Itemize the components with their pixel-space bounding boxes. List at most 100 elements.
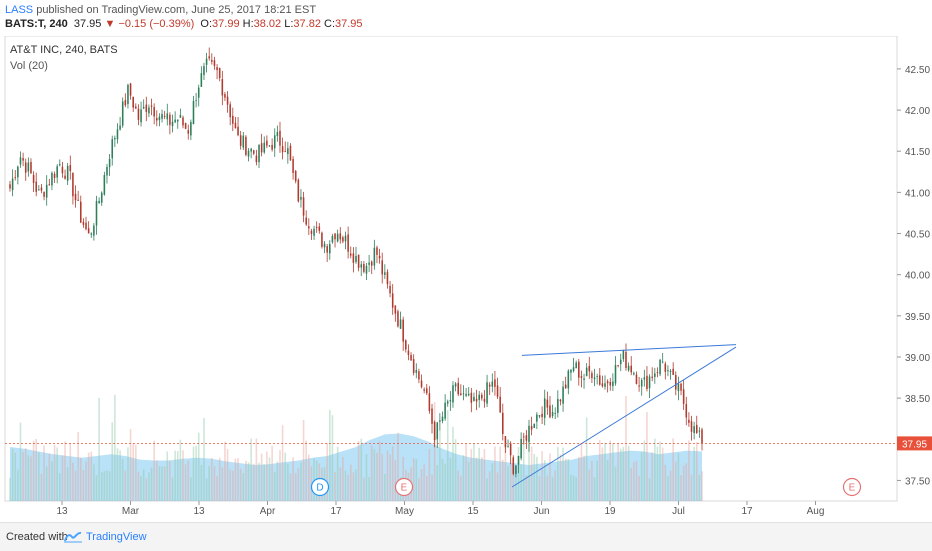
volume-bar (14, 452, 17, 501)
volume-bar (111, 422, 114, 501)
volume-bar (391, 446, 394, 501)
volume-bar (517, 447, 520, 501)
volume-bar (135, 444, 137, 501)
candle-body (22, 158, 24, 161)
volume-bar (423, 464, 425, 501)
volume-bar (187, 460, 190, 501)
candle-body (276, 132, 279, 137)
event-marker-label: D (316, 483, 323, 494)
volume-bar (132, 443, 134, 501)
volume-bar (11, 448, 14, 501)
candle-body (323, 243, 326, 248)
volume-bar (93, 464, 95, 501)
volume-bar (695, 442, 698, 501)
tradingview-brand-link[interactable]: TradingView (86, 531, 147, 543)
volume-bar (119, 450, 121, 501)
volume-bar (211, 457, 213, 501)
candle-body (352, 253, 355, 263)
volume-bar (276, 461, 279, 501)
volume-bar (499, 446, 501, 501)
candle-body (292, 158, 294, 174)
candle-body (656, 372, 659, 373)
candle-body (176, 119, 179, 122)
candle-body (428, 393, 431, 411)
volume-bar (520, 464, 522, 501)
candle-body (252, 150, 255, 154)
chart-header: LASS published on TradingView.com, June … (0, 0, 932, 34)
candle-body (72, 172, 74, 197)
volume-bar (45, 466, 48, 501)
volume-bar (234, 458, 237, 501)
candle-body (669, 370, 672, 372)
time-axis[interactable]: 13 Mar 13 Apr 17 May 15 Jun 19 Jul 17 Aug (56, 501, 824, 517)
volume-bar (22, 452, 24, 501)
candle-body (533, 423, 536, 428)
candle-body (357, 254, 360, 268)
candle-body (237, 126, 239, 136)
volume-bar (675, 461, 677, 501)
price-axis[interactable]: 42.50 42.00 41.50 41.00 40.50 40.00 39.50 39.00… (897, 65, 932, 488)
volume-bar (174, 450, 176, 501)
volume-bar (512, 462, 515, 501)
volume-bar (546, 475, 549, 501)
volume-bar (575, 477, 577, 501)
price-chart[interactable]: 42.50 42.00 41.50 41.00 40.50 40.00 39.50 39.00… (0, 35, 932, 522)
candle-body (543, 398, 546, 418)
candle-body (690, 421, 693, 432)
candle-body (675, 375, 677, 390)
event-marker (842, 477, 862, 497)
volume-bar (137, 471, 140, 501)
chart-frame[interactable]: 42.50 42.00 41.50 41.00 40.50 40.00 39.50 39.00… (0, 35, 932, 522)
volume-bar (415, 459, 418, 501)
volume-bar (24, 448, 27, 501)
candle-body (370, 261, 373, 266)
volume-average-area (10, 433, 702, 501)
candle-body (520, 438, 522, 459)
author-link[interactable]: LASS (5, 4, 34, 16)
candle-body (423, 389, 425, 391)
candle-body (585, 367, 588, 377)
candle-body (90, 233, 93, 235)
volume-bar (507, 466, 509, 501)
tradingview-logo-icon[interactable] (64, 530, 82, 543)
volume-bar (656, 446, 659, 501)
candle-body (368, 262, 370, 265)
candle-body (129, 83, 132, 96)
candle-body (229, 104, 231, 118)
candle-body (48, 184, 51, 186)
candle-body (562, 386, 564, 404)
candle-body (56, 166, 58, 178)
volume-bar (467, 461, 470, 501)
candle-body (399, 319, 402, 329)
volume-bar (305, 440, 307, 501)
candle-body (418, 371, 420, 380)
candle-body (250, 148, 252, 152)
volume-bar (224, 441, 226, 501)
lower-trendline (511, 346, 737, 488)
candle-body (179, 115, 182, 118)
candle-body (617, 365, 619, 366)
candle-body (271, 144, 273, 150)
candle-body (208, 56, 210, 59)
candle-body (224, 94, 226, 98)
volume-bar (334, 472, 336, 501)
y-tick-label: 42.00 (905, 106, 930, 117)
candle-body (19, 157, 22, 165)
last-price: 37.95 (73, 18, 102, 30)
volume-bar (355, 469, 357, 501)
volume-bar (640, 452, 643, 501)
volume-bar (488, 471, 491, 501)
volume-bar (284, 452, 287, 501)
candle-body (682, 389, 685, 404)
candle-body (381, 260, 383, 275)
candle-body (394, 305, 397, 314)
candle-body (30, 162, 32, 174)
volume-bar (685, 463, 688, 501)
volume-bar (580, 443, 583, 501)
candle-body (567, 370, 570, 389)
volume-bar (273, 471, 276, 501)
volume-bar (74, 470, 77, 501)
candle-body (606, 381, 609, 384)
candle-body (701, 429, 703, 444)
